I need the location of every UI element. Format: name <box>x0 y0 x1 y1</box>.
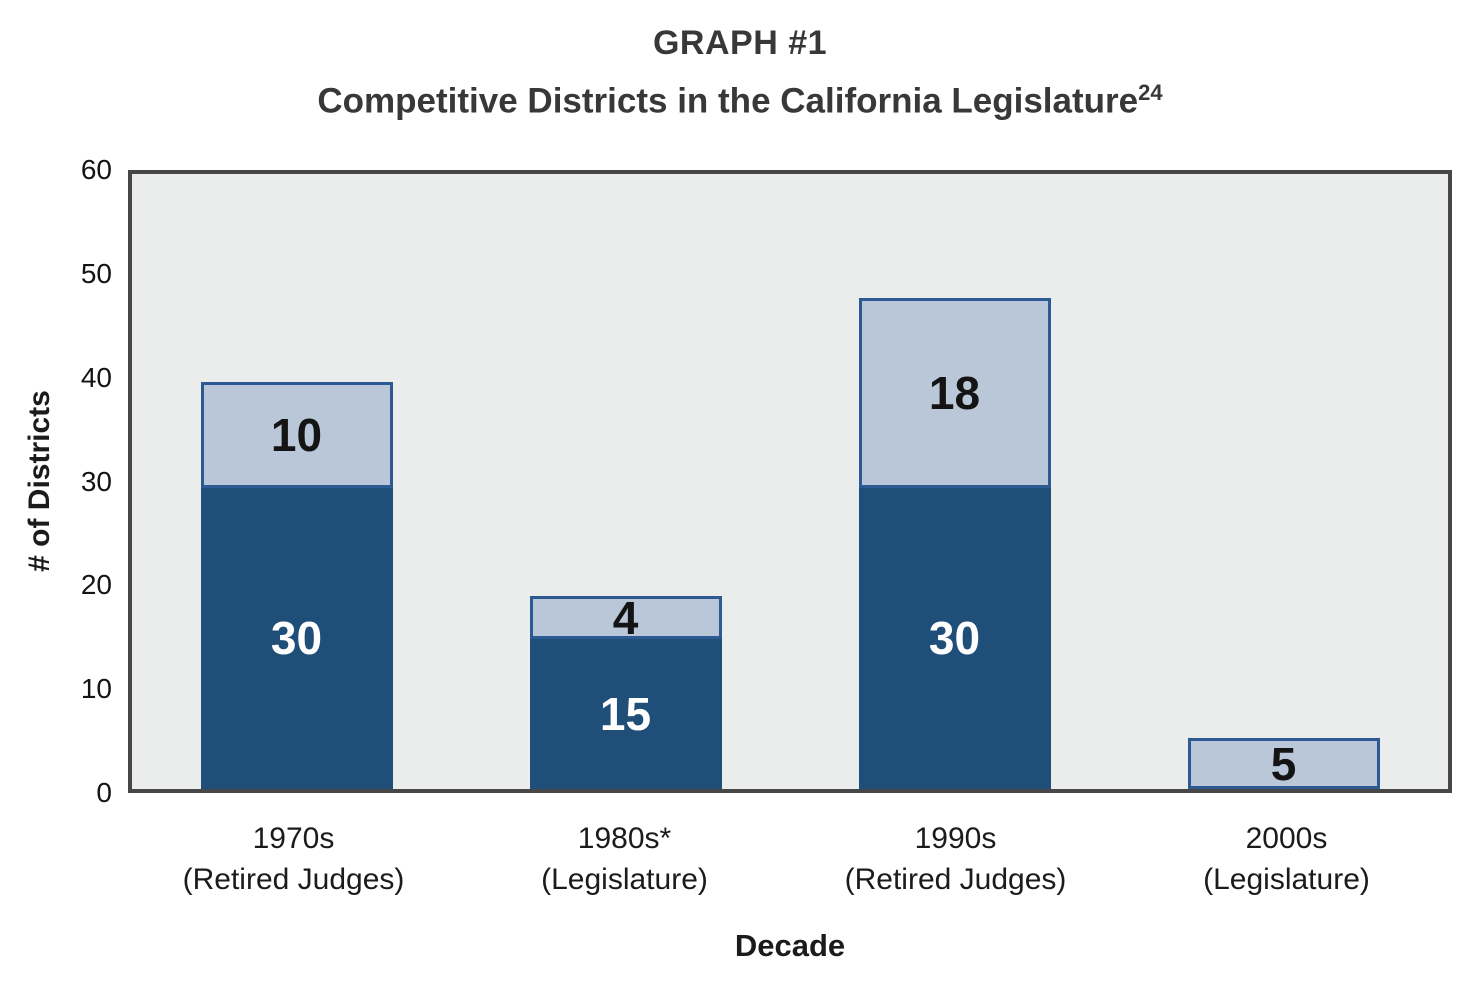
x-category-label-1970s: 1970s (Retired Judges) <box>128 818 459 900</box>
segment-value-label: 15 <box>599 688 652 741</box>
bar-2000s: 5 <box>1187 737 1380 790</box>
footnote-reference: 24 <box>1138 80 1163 105</box>
light-blue-top-segment: 5 <box>1187 737 1380 790</box>
x-category-label-1990s: 1990s (Retired Judges) <box>790 818 1121 900</box>
y-tick-label-40: 40 <box>80 361 112 393</box>
x-category-decade: 1990s <box>914 822 997 855</box>
dark-blue-bottom-segment: 15 <box>529 639 722 789</box>
x-category-method: (Retired Judges) <box>844 863 1067 896</box>
bar-slot-1980s*: 4 15 <box>461 174 790 789</box>
bar-slot-1970s: 10 30 <box>132 174 461 789</box>
light-blue-top-segment: 10 <box>200 381 393 488</box>
y-tick-label-20: 20 <box>80 569 112 601</box>
chart-subtitle: Competitive Districts in the California … <box>0 80 1480 122</box>
segment-value-label: 30 <box>270 612 323 665</box>
bars-layer: 10 30 4 15 18 30 5 <box>132 174 1448 789</box>
light-blue-top-segment: 18 <box>858 297 1051 488</box>
x-category-decade: 1970s <box>252 822 335 855</box>
plot-area: 10 30 4 15 18 30 5 <box>128 170 1452 793</box>
bar-1970s: 10 30 <box>200 381 393 789</box>
segment-value-label: 4 <box>612 591 639 644</box>
x-category-method: (Legislature) <box>1203 863 1370 896</box>
x-axis-title: Decade <box>734 928 846 963</box>
chart-subtitle-text: Competitive Districts in the California … <box>317 81 1139 121</box>
chart-title: GRAPH #1 <box>652 24 828 62</box>
dark-blue-bottom-segment: 30 <box>858 487 1051 789</box>
x-category-decade: 2000s <box>1245 822 1328 855</box>
segment-value-label: 5 <box>1270 737 1297 790</box>
y-tick-label-60: 60 <box>80 154 112 185</box>
y-tick-label-10: 10 <box>80 673 112 705</box>
bar-slot-1990s: 18 30 <box>790 174 1119 789</box>
y-tick-label-0: 0 <box>96 777 112 808</box>
x-category-method: (Legislature) <box>541 863 708 896</box>
light-blue-top-segment: 4 <box>529 591 722 644</box>
bar-1980s*: 4 15 <box>529 591 722 789</box>
x-category-label-2000s: 2000s (Legislature) <box>1121 818 1452 900</box>
bar-slot-2000s: 5 <box>1119 174 1448 789</box>
segment-value-label: 18 <box>928 366 981 419</box>
dark-blue-bottom-segment: 30 <box>200 487 393 789</box>
x-category-label-1980s*: 1980s* (Legislature) <box>459 818 790 900</box>
x-category-decade: 1980s* <box>577 822 672 855</box>
x-category-method: (Retired Judges) <box>182 863 405 896</box>
y-tick-label-50: 50 <box>80 257 112 289</box>
segment-value-label: 10 <box>270 408 323 461</box>
bar-1990s: 18 30 <box>858 297 1051 789</box>
y-tick-label-30: 30 <box>80 465 112 497</box>
segment-value-label: 30 <box>928 612 981 665</box>
x-axis-category-labels: 1970s (Retired Judges) 1980s* (Legislature)… <box>128 818 1452 900</box>
